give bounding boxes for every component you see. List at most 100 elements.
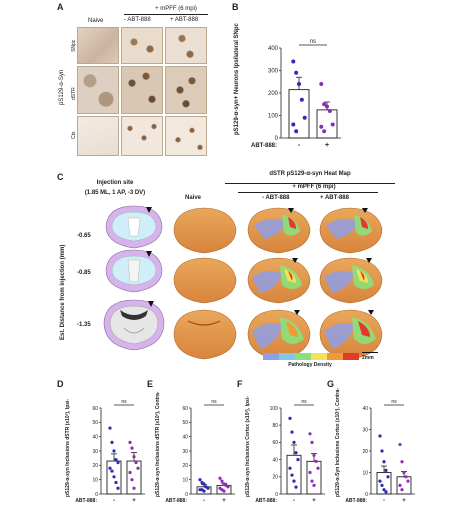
panel-g-chart: 0 10 20 30 40 - + ns ABT-888: bbox=[343, 384, 415, 512]
micrograph-naive-snpc bbox=[77, 27, 119, 64]
panel-e-ylabel: pS129-α-syn Inclusions dSTR (x10³), Cont… bbox=[155, 391, 161, 497]
data-point bbox=[386, 475, 390, 479]
x-tick-label: + bbox=[132, 498, 136, 504]
y-tick-label: 0 bbox=[365, 492, 368, 498]
panel-a-side-label: pS129-α-Syn bbox=[59, 69, 65, 105]
y-tick-label: 60 bbox=[272, 440, 278, 446]
micrograph-abt-ctx bbox=[165, 116, 207, 156]
y-tick-label: 40 bbox=[272, 457, 278, 463]
data-point bbox=[322, 102, 327, 107]
y-tick-label: 50 bbox=[92, 420, 98, 426]
data-point bbox=[291, 122, 296, 127]
y-tick-label: 10 bbox=[182, 477, 188, 483]
data-point bbox=[112, 475, 116, 479]
panel-f-ylabel: pS129-α-syn Inclusions Cortex (x10³), Ip… bbox=[245, 396, 251, 497]
colorbar-swatch bbox=[343, 353, 359, 360]
panel-c-left-title: Injection site bbox=[96, 180, 134, 186]
data-point bbox=[327, 109, 332, 113]
data-point bbox=[319, 124, 324, 129]
bar-vehicle bbox=[286, 454, 302, 495]
data-point bbox=[384, 468, 388, 472]
scale-bar-label: 2mm bbox=[362, 355, 374, 361]
data-point bbox=[382, 488, 386, 492]
x-row-label: ABT-888: bbox=[251, 143, 277, 149]
y-tick-label: 10 bbox=[92, 477, 98, 483]
panel-d-chart: 0 10 20 30 40 50 60 - + ns ABT-888: bbox=[73, 384, 145, 512]
data-point bbox=[128, 470, 132, 475]
data-point bbox=[202, 482, 206, 486]
data-point bbox=[312, 483, 316, 487]
y-tick-label: 60 bbox=[92, 406, 98, 412]
data-point bbox=[402, 470, 406, 475]
panel-c-group-label: + mPFF (6 mpi) bbox=[292, 184, 336, 190]
x-tick-label: - bbox=[113, 498, 115, 504]
micrograph-veh-ctx bbox=[121, 116, 163, 156]
panel-e-svg: 0 10 20 30 40 50 60 - + ns ABT-888: bbox=[165, 399, 235, 504]
panel-e-letter: E bbox=[147, 379, 154, 389]
atlas-schematics bbox=[103, 205, 165, 351]
data-point bbox=[108, 466, 112, 470]
data-point bbox=[382, 460, 386, 464]
data-point bbox=[380, 449, 384, 453]
data-point bbox=[302, 115, 307, 120]
brain-naive-2 bbox=[173, 257, 237, 304]
data-point bbox=[116, 460, 120, 465]
colorbar-swatch bbox=[327, 353, 343, 360]
y-tick-label: 30 bbox=[362, 427, 368, 433]
data-point bbox=[404, 475, 408, 479]
data-point bbox=[294, 451, 298, 455]
panel-a-group-line bbox=[124, 14, 208, 15]
data-point bbox=[296, 458, 300, 462]
data-point bbox=[291, 59, 296, 64]
brain-naive-1 bbox=[173, 207, 237, 254]
significance-label: ns bbox=[121, 399, 127, 405]
data-point bbox=[112, 449, 116, 453]
data-point bbox=[128, 440, 132, 444]
x-row-label: ABT-888: bbox=[75, 498, 97, 504]
y-tick-label: 30 bbox=[182, 449, 188, 455]
panel-a-header-abt: + ABT-888 bbox=[170, 17, 199, 23]
brain-veh-2 bbox=[247, 257, 311, 304]
significance-label: ns bbox=[310, 39, 316, 45]
data-point bbox=[110, 469, 114, 473]
data-point bbox=[299, 97, 304, 102]
micrograph-veh-snpc bbox=[121, 27, 163, 64]
data-point bbox=[130, 478, 134, 482]
x-tick-label: + bbox=[325, 142, 329, 149]
data-point bbox=[308, 432, 312, 436]
bar-vehicle bbox=[196, 486, 212, 495]
y-tick-label: 0 bbox=[185, 492, 188, 498]
y-tick-label: 40 bbox=[92, 434, 98, 440]
panel-c-distance-1: -0.65 bbox=[77, 233, 91, 239]
brain-abt-3 bbox=[319, 309, 383, 360]
panel-c-distance-axis: Est. Distance from injection (mm) bbox=[60, 244, 66, 340]
x-row-label: ABT-888: bbox=[165, 498, 187, 504]
data-point bbox=[288, 416, 292, 420]
panel-b-svg: 0 100 200 300 400 - + ns ABT-888: bbox=[251, 39, 341, 149]
colorbar-swatch bbox=[263, 353, 279, 360]
data-point bbox=[130, 446, 134, 450]
panel-b-ylabel: pS129-α-syn+ Neurons Ipsilateral SNpc bbox=[234, 23, 240, 135]
data-point bbox=[134, 460, 138, 465]
panel-b-letter: B bbox=[232, 2, 239, 12]
panel-c-title-line bbox=[225, 183, 395, 184]
data-point bbox=[108, 426, 112, 430]
y-tick-label: 0 bbox=[275, 136, 279, 142]
atlas-section-3 bbox=[103, 299, 165, 351]
pathology-density-colorbar bbox=[263, 353, 359, 360]
panel-c-letter: C bbox=[57, 172, 64, 182]
data-point bbox=[110, 440, 114, 444]
x-row-label: ABT-888: bbox=[255, 498, 277, 504]
y-tick-label: 60 bbox=[182, 406, 188, 412]
x-tick-label: + bbox=[402, 498, 406, 504]
x-tick-label: + bbox=[222, 498, 226, 504]
data-point bbox=[290, 473, 294, 477]
data-point bbox=[226, 485, 230, 489]
data-point bbox=[292, 440, 296, 444]
data-point bbox=[384, 490, 388, 494]
bar-abt888 bbox=[306, 460, 322, 495]
data-point bbox=[398, 442, 402, 447]
bar-vehicle bbox=[288, 89, 310, 139]
panel-b-chart: 0 100 200 300 400 - + ns ABT-888: bbox=[245, 10, 345, 162]
y-tick-label: 30 bbox=[92, 449, 98, 455]
